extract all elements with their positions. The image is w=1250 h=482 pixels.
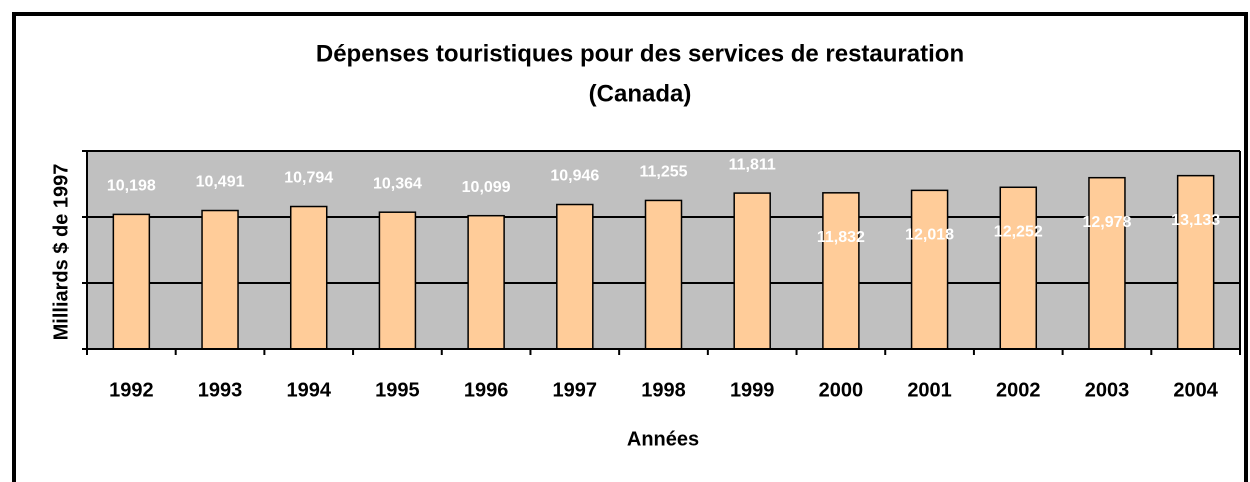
bar bbox=[999, 186, 1038, 350]
x-tick-label: 1994 bbox=[286, 379, 331, 401]
data-label: 10,491 bbox=[196, 174, 245, 191]
x-tick-label: 2000 bbox=[819, 379, 864, 401]
data-label: 13,133 bbox=[1171, 212, 1220, 229]
data-label: 10,198 bbox=[107, 178, 156, 195]
bar bbox=[112, 213, 151, 350]
data-label: 12,978 bbox=[1082, 214, 1131, 231]
bar bbox=[733, 192, 771, 350]
bar bbox=[644, 199, 683, 350]
bar bbox=[467, 214, 505, 350]
x-axis-label: Années bbox=[627, 428, 699, 450]
data-label: 10,099 bbox=[462, 179, 511, 196]
bar bbox=[378, 211, 417, 350]
x-tick-label: 2002 bbox=[996, 379, 1041, 401]
bar bbox=[1088, 176, 1126, 350]
chart-title: (Canada) bbox=[589, 80, 692, 107]
data-label: 11,255 bbox=[639, 164, 687, 181]
x-tick-label: 2003 bbox=[1085, 379, 1130, 401]
data-label: 10,364 bbox=[373, 175, 422, 192]
x-tick-label: 1996 bbox=[464, 379, 509, 401]
y-axis-label: Milliards $ de 1997 bbox=[50, 164, 72, 341]
bar bbox=[910, 189, 949, 350]
x-tick-label: 1997 bbox=[553, 379, 598, 401]
x-tick-label: 1995 bbox=[375, 379, 420, 401]
data-label: 12,018 bbox=[905, 227, 954, 244]
chart-title: Dépenses touristiques pour des services … bbox=[316, 40, 964, 67]
data-label: 10,946 bbox=[550, 168, 599, 185]
bar bbox=[556, 203, 594, 350]
x-tick-label: 2001 bbox=[907, 379, 952, 401]
bar bbox=[289, 205, 328, 350]
x-tick-label: 1992 bbox=[109, 379, 154, 401]
bar bbox=[201, 209, 239, 350]
x-tick-label: 1993 bbox=[198, 379, 243, 401]
data-label: 10,794 bbox=[284, 170, 333, 187]
x-tick-label: 1998 bbox=[641, 379, 686, 401]
data-label: 11,811 bbox=[729, 156, 776, 173]
bar bbox=[1176, 174, 1215, 350]
data-label: 11,832 bbox=[817, 229, 865, 246]
data-label: 12,252 bbox=[994, 223, 1043, 240]
x-tick-label: 2004 bbox=[1173, 379, 1218, 401]
x-tick-label: 1999 bbox=[730, 379, 775, 401]
bar bbox=[822, 192, 860, 350]
